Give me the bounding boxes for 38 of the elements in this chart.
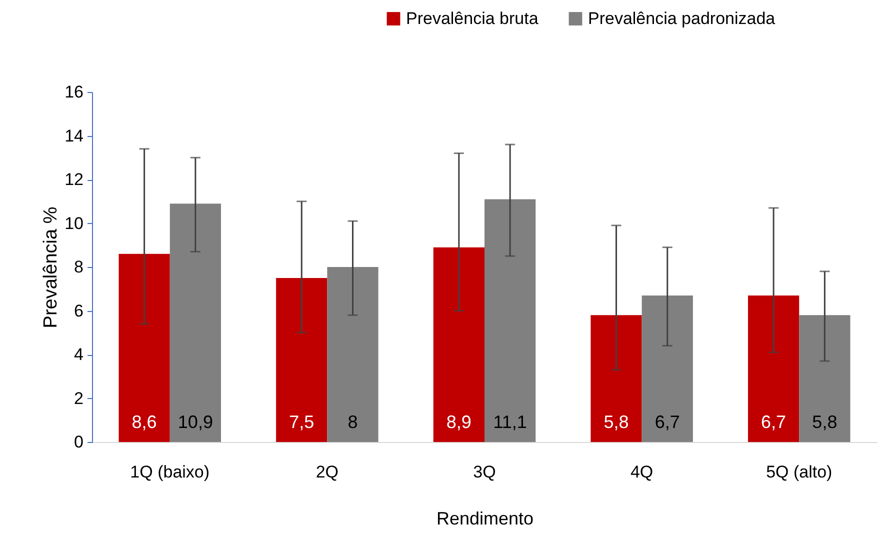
data-label: 11,1 [493,412,527,432]
y-tick-label: 4 [74,345,84,364]
y-tick-label: 12 [64,170,84,189]
data-label: 7,5 [289,412,314,432]
bar [642,295,693,442]
bar [170,204,221,442]
x-tick-label: 4Q [630,462,654,482]
y-tick-label: 6 [74,301,84,320]
x-axis-title: Rendimento [436,508,534,528]
y-tick-label: 8 [74,258,84,276]
bar [276,278,328,442]
data-label: 10,9 [178,412,213,432]
bar [748,295,800,442]
y-tick-label: 2 [74,388,84,408]
data-label: 5,8 [604,412,629,432]
x-tick-label: 3Q [473,462,496,482]
data-label: 6,7 [654,412,680,432]
x-tick-label: 5Q (alto) [766,462,832,482]
data-label: 8,6 [132,412,157,432]
x-tick-label: 1Q (baixo) [130,462,210,482]
legend-label: Prevalência bruta [406,8,539,28]
data-label: 8,9 [446,412,472,432]
bar [118,254,170,442]
bar [327,267,378,442]
data-label: 8 [348,412,358,432]
bar [433,247,484,442]
y-axis-title: Prevalência % [40,206,62,328]
bar [799,315,850,442]
y-tick-label: 10 [64,214,84,233]
y-tick-label: 0 [74,432,84,452]
data-label: 5,8 [812,412,838,432]
legend-label: Prevalência padronizada [588,8,776,28]
x-tick-label: 2Q [316,462,339,482]
data-label: 6,7 [761,412,786,432]
y-tick-label: 16 [64,82,84,102]
bar [590,315,642,442]
y-tick-label: 14 [64,126,84,146]
bar [484,199,536,442]
